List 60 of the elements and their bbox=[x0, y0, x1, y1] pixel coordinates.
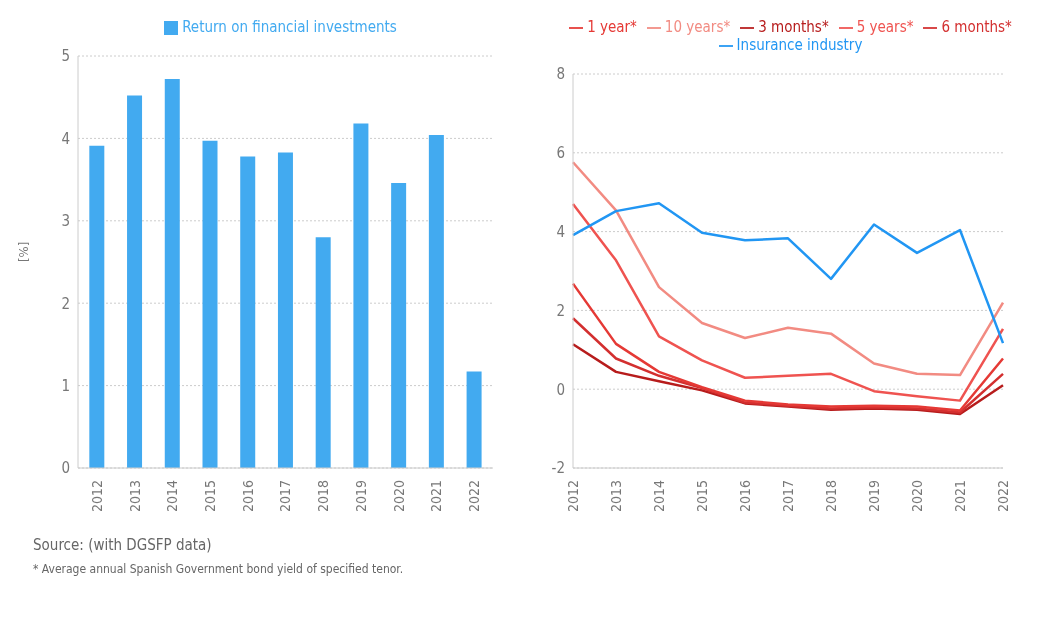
legend-label: Return on financial investments bbox=[182, 18, 397, 36]
line-series bbox=[571, 161, 1005, 377]
bar bbox=[391, 182, 407, 468]
y-tick-label: 6 bbox=[556, 144, 565, 163]
x-tick-label: 2020 bbox=[390, 480, 407, 513]
y-axis-title: [%] bbox=[15, 241, 31, 262]
y-tick-label: 8 bbox=[556, 65, 565, 84]
line-series bbox=[571, 317, 1005, 414]
bar bbox=[240, 156, 256, 468]
x-tick-label: 2021 bbox=[951, 480, 968, 513]
line-series bbox=[571, 201, 1005, 345]
y-tick-label: 3 bbox=[61, 212, 70, 231]
legend-label: 5 years* bbox=[856, 18, 914, 36]
x-tick-label: 2018 bbox=[822, 480, 839, 513]
x-tick-label: 2017 bbox=[277, 480, 294, 513]
x-tick-label: 2016 bbox=[239, 480, 256, 513]
x-tick-label: 2013 bbox=[126, 480, 143, 513]
y-tick-label: 0 bbox=[556, 380, 565, 399]
y-tick-label: 0 bbox=[61, 459, 70, 478]
x-tick-label: 2019 bbox=[865, 480, 882, 513]
text: * Average annual Spanish Government bond yield of specified tenor. bbox=[33, 562, 405, 576]
source-note: Source: (with DGSFP data) bbox=[33, 536, 213, 554]
legend-label: 10 years* bbox=[664, 18, 731, 36]
legend-label: 1 year* bbox=[587, 18, 637, 36]
legend-label: 3 months* bbox=[758, 18, 829, 36]
bar bbox=[315, 237, 331, 468]
x-tick-label: 2015 bbox=[693, 480, 710, 513]
x-tick-label: 2018 bbox=[315, 480, 332, 513]
x-tick-label: 2014 bbox=[164, 480, 181, 513]
bar bbox=[202, 140, 218, 468]
bar bbox=[89, 145, 105, 468]
y-tick-label: 2 bbox=[556, 301, 565, 320]
x-tick-label: 2020 bbox=[908, 480, 925, 513]
bar bbox=[277, 152, 293, 468]
x-tick-label: 2019 bbox=[352, 480, 369, 513]
bar bbox=[353, 123, 369, 468]
x-tick-label: 2015 bbox=[201, 480, 218, 513]
x-tick-label: 2022 bbox=[466, 480, 483, 513]
x-tick-label: 2021 bbox=[428, 480, 445, 513]
x-tick-label: 2014 bbox=[650, 480, 667, 513]
legend-label: 6 months* bbox=[941, 18, 1012, 36]
y-tick-label: -2 bbox=[551, 459, 565, 478]
x-tick-label: 2012 bbox=[88, 480, 105, 513]
bar bbox=[164, 79, 180, 468]
line-series bbox=[571, 202, 1005, 402]
x-tick-label: 2016 bbox=[736, 480, 753, 513]
x-tick-label: 2012 bbox=[564, 480, 581, 513]
line-series bbox=[571, 282, 1005, 412]
bar bbox=[466, 371, 482, 468]
y-tick-label: 1 bbox=[61, 376, 70, 395]
y-tick-label: 4 bbox=[61, 129, 70, 148]
x-tick-label: 2017 bbox=[779, 480, 796, 513]
legend-label: Insurance industry bbox=[736, 36, 863, 54]
x-tick-label: 2022 bbox=[994, 480, 1011, 513]
bar bbox=[428, 135, 444, 468]
y-tick-label: 5 bbox=[61, 47, 70, 66]
x-tick-label: 2013 bbox=[607, 480, 624, 513]
y-tick-label: 2 bbox=[61, 294, 70, 313]
bar bbox=[127, 95, 143, 468]
y-tick-label: 4 bbox=[556, 222, 565, 241]
